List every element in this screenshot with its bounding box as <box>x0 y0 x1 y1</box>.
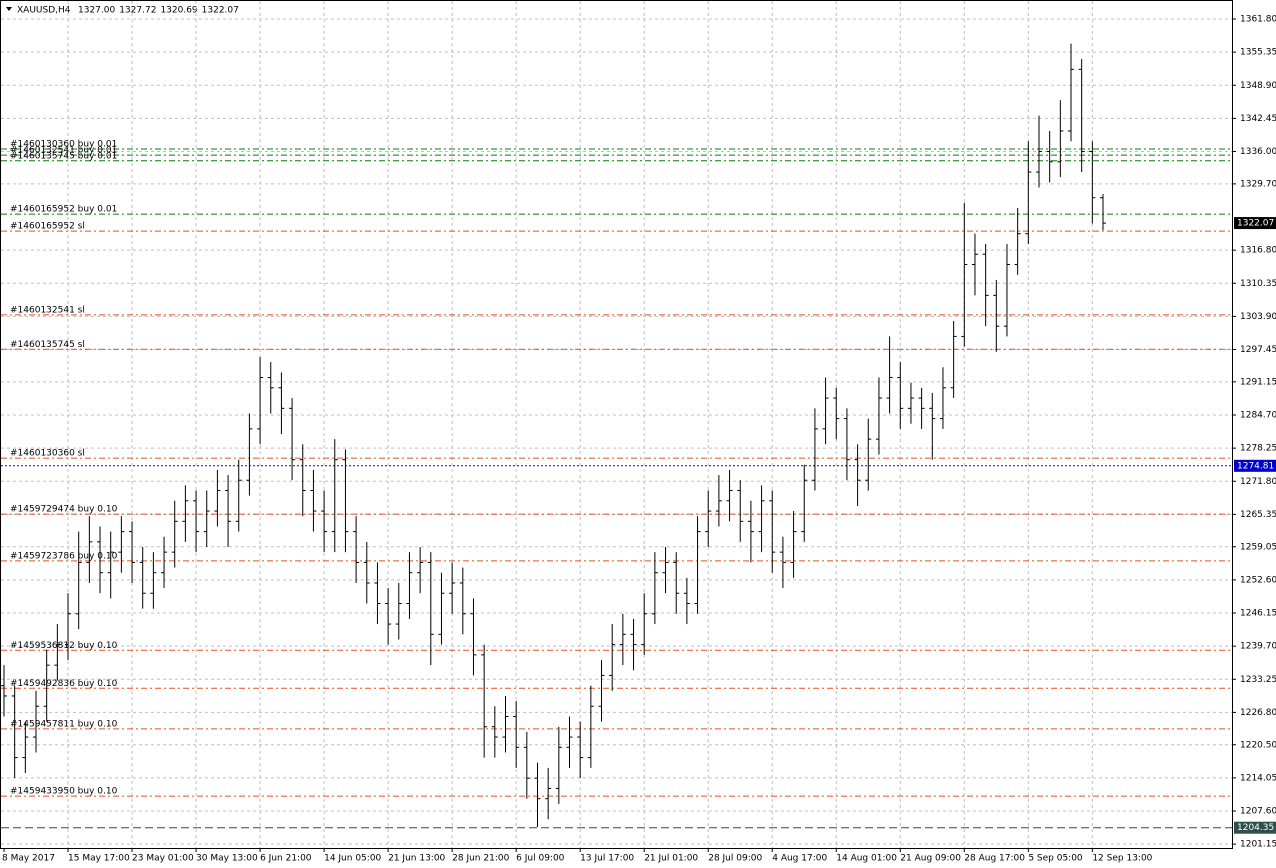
y-tick-label: 1329.70 <box>1240 179 1276 189</box>
header-quote: 1327.72 <box>119 6 156 16</box>
x-tick-label: 21 Aug 09:00 <box>900 854 961 864</box>
y-tick-label: 1271.80 <box>1240 477 1276 487</box>
y-tick-label: 1201.15 <box>1240 840 1276 850</box>
order-label: #1460130360 sl <box>10 449 85 459</box>
y-tick-label: 1336.00 <box>1240 147 1276 157</box>
y-tick-label: 1259.05 <box>1240 542 1276 552</box>
y-tick-label: 1297.45 <box>1240 345 1276 355</box>
price-box-label: 1322.07 <box>1237 219 1274 229</box>
y-tick-label: 1239.70 <box>1240 642 1276 652</box>
y-tick-label: 1342.45 <box>1240 114 1276 124</box>
y-tick-label: 1284.70 <box>1240 411 1276 421</box>
x-tick-label: 14 Jun 05:00 <box>324 854 381 864</box>
order-label: #1459457811 buy 0.10 <box>10 719 118 729</box>
x-tick-label: 12 Sep 13:00 <box>1092 854 1152 864</box>
price-box-label: 1274.81 <box>1237 461 1274 471</box>
y-tick-label: 1226.80 <box>1240 708 1276 718</box>
x-tick-label: 5 Sep 05:00 <box>1028 854 1083 864</box>
order-label: #1460135745 buy 0.01 <box>10 151 117 161</box>
y-tick-label: 1291.15 <box>1240 377 1276 387</box>
x-tick-label: 6 Jul 09:00 <box>516 854 565 864</box>
x-tick-label: 13 Jul 17:00 <box>580 854 634 864</box>
x-tick-label: 14 Aug 01:00 <box>836 854 897 864</box>
y-tick-label: 1303.90 <box>1240 312 1276 322</box>
y-tick-label: 1348.90 <box>1240 81 1276 91</box>
y-tick-label: 1214.05 <box>1240 773 1276 783</box>
x-tick-label: 21 Jun 13:00 <box>388 854 445 864</box>
y-tick-label: 1265.35 <box>1240 510 1276 520</box>
order-label: #1460165952 sl <box>10 222 85 232</box>
x-tick-label: 4 Aug 17:00 <box>772 854 827 864</box>
header-quote: 1320.69 <box>160 6 197 16</box>
x-tick-label: 21 Jul 01:00 <box>644 854 698 864</box>
y-tick-label: 1220.50 <box>1240 740 1276 750</box>
order-label: #1460135745 sl <box>10 340 85 350</box>
order-label: #1460132541 sl <box>10 305 85 315</box>
y-tick-label: 1252.60 <box>1240 575 1276 585</box>
x-tick-label: 8 May 2017 <box>2 854 55 864</box>
y-tick-label: 1361.80 <box>1240 15 1276 25</box>
y-tick-label: 1278.25 <box>1240 444 1276 454</box>
y-tick-label: 1246.15 <box>1240 609 1276 619</box>
order-label: #1459492836 buy 0.10 <box>10 679 118 689</box>
x-tick-label: 28 Jun 21:00 <box>452 854 509 864</box>
header-quote: 1322.07 <box>202 6 239 16</box>
x-tick-label: 23 May 01:00 <box>132 854 194 864</box>
y-tick-label: 1355.35 <box>1240 48 1276 58</box>
y-tick-label: 1310.35 <box>1240 279 1276 289</box>
x-tick-label: 6 Jun 21:00 <box>260 854 312 864</box>
x-tick-label: 15 May 17:00 <box>68 854 130 864</box>
order-label: #1459536812 buy 0.10 <box>10 641 118 651</box>
order-label: #1460165952 buy 0.01 <box>10 205 117 215</box>
menu-arrow <box>6 7 12 11</box>
price-box <box>1234 217 1276 230</box>
y-tick-label: 1233.25 <box>1240 675 1276 685</box>
order-label: #1460132541 buy 0.01 <box>10 146 117 156</box>
order-label: #1459729474 buy 0.10 <box>10 505 118 515</box>
x-tick-label: 30 May 13:00 <box>196 854 258 864</box>
plot-frame <box>0 0 1233 849</box>
header-quote: 1327.00 <box>78 6 115 16</box>
x-tick-label: 28 Aug 17:00 <box>964 854 1025 864</box>
symbol: XAUUSD,H4 <box>17 6 71 16</box>
y-tick-label: 1207.60 <box>1240 807 1276 817</box>
order-label: #1460130360 buy 0.01 <box>10 139 117 149</box>
price-box <box>1234 821 1276 834</box>
price-box-label: 1204.35 <box>1237 823 1274 833</box>
x-tick-label: 28 Jul 09:00 <box>708 854 762 864</box>
price-box <box>1234 459 1276 472</box>
y-tick-label: 1316.80 <box>1240 246 1276 256</box>
order-label: #1459433950 buy 0.10 <box>10 787 118 797</box>
order-label: #1459723786 buy 0.10 <box>10 551 118 561</box>
